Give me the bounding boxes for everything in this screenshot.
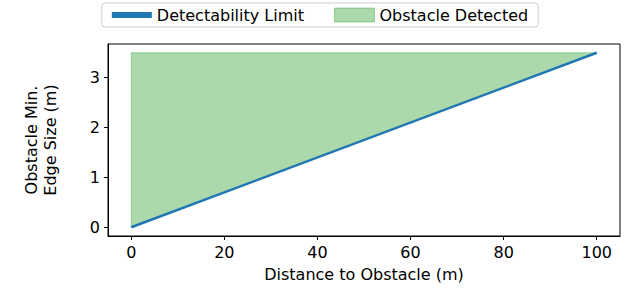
svg-text:0: 0 <box>90 218 100 237</box>
svg-text:Detectability Limit: Detectability Limit <box>157 6 304 25</box>
svg-text:Distance to Obstacle (m): Distance to Obstacle (m) <box>264 265 464 284</box>
svg-text:Obstacle Min.: Obstacle Min. <box>22 86 41 195</box>
svg-text:100: 100 <box>581 243 612 262</box>
svg-text:3: 3 <box>90 68 100 87</box>
svg-text:2: 2 <box>90 118 100 137</box>
svg-text:1: 1 <box>90 168 100 187</box>
svg-text:40: 40 <box>307 243 327 262</box>
svg-text:80: 80 <box>493 243 513 262</box>
svg-text:Edge Size (m): Edge Size (m) <box>41 84 60 195</box>
svg-text:60: 60 <box>400 243 420 262</box>
svg-text:0: 0 <box>126 243 136 262</box>
svg-text:20: 20 <box>214 243 234 262</box>
svg-text:Obstacle Detected: Obstacle Detected <box>379 6 528 25</box>
